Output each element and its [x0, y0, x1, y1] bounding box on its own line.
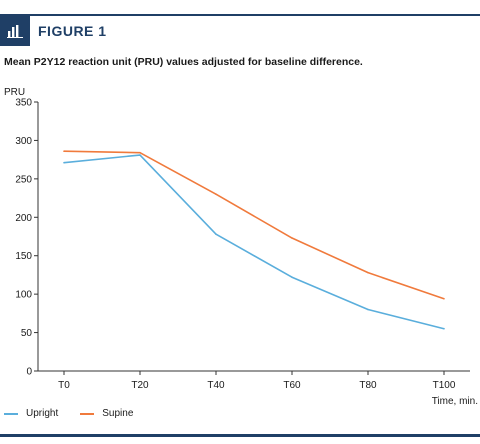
y-tick-label: 50 [21, 328, 33, 339]
legend-item-supine: Supine [80, 408, 133, 419]
y-tick-label: 200 [15, 213, 32, 224]
bottom-rule [0, 434, 480, 437]
x-tick-label: T40 [207, 380, 225, 391]
top-rule [0, 14, 480, 16]
chart-title: Mean P2Y12 reaction unit (PRU) values ad… [4, 56, 363, 68]
series-line-supine [63, 150, 445, 300]
y-tick-label: 100 [15, 290, 32, 301]
data-point-supine [215, 193, 217, 196]
y-tick-label: 250 [15, 174, 32, 185]
legend-swatch-supine [80, 412, 95, 415]
data-point-supine [443, 297, 445, 300]
y-tick-label: 350 [15, 98, 32, 109]
series-layer [63, 150, 445, 330]
bar-chart-icon [0, 16, 30, 46]
data-point-upright [139, 154, 141, 156]
figure-header: FIGURE 1 [0, 16, 480, 46]
x-axis-label: Time, min. [432, 396, 478, 407]
data-point-upright [215, 233, 217, 235]
y-tick-label: 150 [15, 251, 32, 262]
data-point-upright [291, 276, 293, 279]
axes: 0 50 100 150 200 250 300 350 T0 T20 T40 T60 T80 T100 [15, 98, 470, 391]
figure-label: FIGURE 1 [38, 23, 107, 39]
data-point-supine [367, 271, 369, 274]
x-tick-label: T0 [58, 380, 70, 391]
x-tick-label: T60 [283, 380, 301, 391]
legend-item-upright: Upright [4, 408, 58, 419]
legend-swatch-upright [4, 412, 18, 415]
y-axis-label: PRU [4, 87, 25, 98]
data-point-supine [63, 150, 65, 152]
series-line-upright [63, 154, 445, 330]
data-point-upright [367, 308, 369, 311]
legend-label-upright: Upright [26, 408, 59, 419]
x-tick-label: T20 [131, 380, 149, 391]
x-tick-label: T80 [359, 380, 377, 391]
y-tick-label: 300 [15, 136, 32, 147]
legend-label-supine: Supine [102, 408, 134, 419]
data-point-supine [139, 151, 141, 154]
x-tick-label: T100 [433, 380, 456, 391]
data-point-supine [291, 237, 293, 239]
data-point-upright [443, 327, 445, 330]
legend: Upright Supine [4, 408, 155, 419]
y-tick-label: 0 [26, 367, 32, 378]
data-point-upright [63, 161, 65, 164]
